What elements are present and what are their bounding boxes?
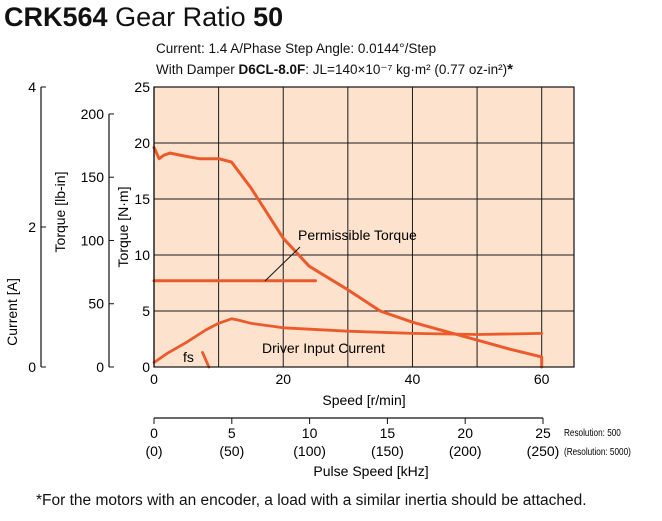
series-pullout-line [152, 146, 544, 369]
pulse-tick-label: 0 [150, 425, 158, 441]
series-fs-line [201, 350, 211, 369]
torque-nm-tick-label: 0 [142, 359, 150, 375]
resolution-note-alt: (Resolution: 5000) [564, 446, 631, 457]
grid-lines [154, 87, 574, 367]
pulse-tick-label-alt: (0) [145, 443, 162, 459]
pulse-axis-title: Pulse Speed [kHz] [313, 463, 428, 479]
resolution-note: Resolution: 500 [564, 427, 621, 438]
permissible-leader-line [264, 246, 301, 282]
current-tick-label: 2 [28, 219, 36, 235]
driver-input-current-label: Driver Input Current [262, 340, 385, 356]
current-tick-label: 4 [28, 79, 36, 95]
torque-lbin-tick-label: 0 [96, 359, 104, 375]
x-tick-label: 0 [150, 371, 158, 387]
pulse-tick-label-alt: (200) [449, 443, 482, 459]
gear-ratio-label: Gear Ratio [115, 2, 246, 32]
torque-lbin-axis-title: Torque [lb-in] [52, 172, 68, 253]
torque-lbin-tick-label: 200 [81, 106, 105, 122]
torque-nm-tick-label: 10 [134, 247, 150, 263]
torque-nm-tick-label: 25 [134, 79, 150, 95]
fs-label: fs [183, 349, 194, 365]
pulse-tick-label: 25 [535, 425, 551, 441]
x-axis-title: Speed [r/min] [322, 392, 405, 408]
x-tick-label: 20 [275, 371, 291, 387]
current-axis-title: Current [A] [4, 278, 20, 346]
axes: 0 20 40 60 0 5 10 15 20 25 0 50 100 150 200 0 2 4 [28, 79, 549, 387]
torque-lbin-tick-label: 100 [81, 232, 105, 248]
damper-inertia: : JL=140×10⁻⁷ kg·m² (0.77 oz-in²) [305, 62, 508, 77]
gear-ratio-value: 50 [253, 2, 284, 32]
pulse-tick-label: 5 [228, 425, 236, 441]
damper-model: D6CL-8.0F [238, 62, 306, 77]
x-tick-label: 60 [534, 371, 550, 387]
pulse-axis-ticks: 0 (0) 5 (50) 10 (100) 15 (150) 20 (200) 25 (250) [145, 418, 559, 459]
current-step-info: Current: 1.4 A/Phase Step Angle: 0.0144°… [156, 41, 437, 56]
torque-nm-tick-label: 5 [142, 303, 150, 319]
pulse-tick-label: 10 [302, 425, 318, 441]
torque-lbin-tick-label: 50 [88, 296, 104, 312]
pulse-tick-label-alt: (250) [527, 443, 560, 459]
pulse-tick-label-alt: (150) [371, 443, 404, 459]
pulse-tick-label-alt: (50) [219, 443, 244, 459]
torque-nm-tick-label: 15 [134, 191, 150, 207]
footnote-mark: * [507, 61, 513, 78]
chart-title: CRK564 Gear Ratio 50 [4, 2, 283, 33]
torque-lbin-tick-label: 150 [81, 169, 105, 185]
model-name: CRK564 [4, 2, 108, 32]
curves [152, 146, 544, 369]
footnote: *For the motors with an encoder, a load … [36, 492, 587, 509]
damper-prefix: With Damper [156, 62, 235, 77]
torque-nm-tick-label: 20 [134, 135, 150, 151]
damper-info: With Damper D6CL-8.0F: JL=140×10⁻⁷ kg·m²… [156, 61, 513, 78]
pulse-tick-label: 20 [457, 425, 473, 441]
series-current-line [152, 317, 544, 364]
x-tick-label: 40 [405, 371, 421, 387]
current-tick-label: 0 [28, 359, 36, 375]
pulse-tick-label-alt: (100) [293, 443, 326, 459]
permissible-torque-label: Permissible Torque [298, 227, 417, 243]
pulse-tick-label: 15 [380, 425, 396, 441]
torque-nm-axis-title: Torque [N·m] [115, 187, 131, 268]
